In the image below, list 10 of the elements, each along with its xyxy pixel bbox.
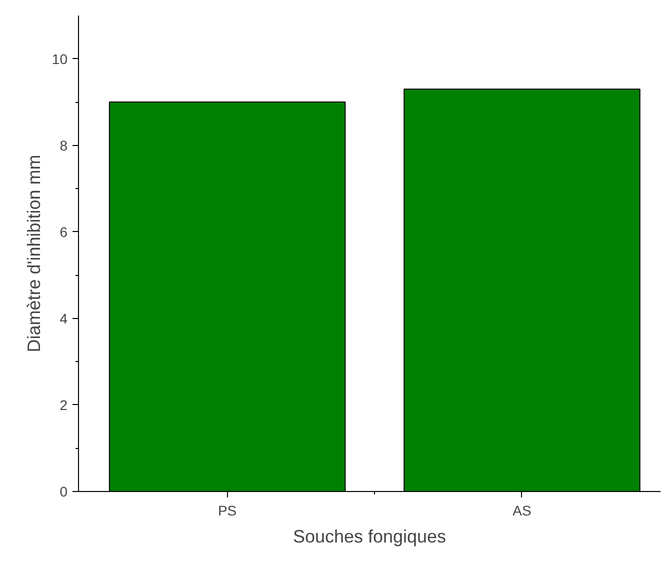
x-tick-label: PS — [218, 502, 237, 518]
y-tick-label: 6 — [60, 224, 68, 240]
y-tick-label: 2 — [60, 396, 68, 413]
y-tick-label: 4 — [60, 310, 68, 326]
x-axis-title: Souches fongiques — [292, 526, 446, 546]
y-axis-title: Diamètre d'inhibition mm — [24, 154, 44, 352]
y-tick-label: 10 — [52, 50, 68, 67]
y-tick-label: 0 — [60, 484, 68, 500]
x-tick-label: AS — [512, 502, 532, 518]
y-tick-label: 8 — [60, 137, 68, 154]
